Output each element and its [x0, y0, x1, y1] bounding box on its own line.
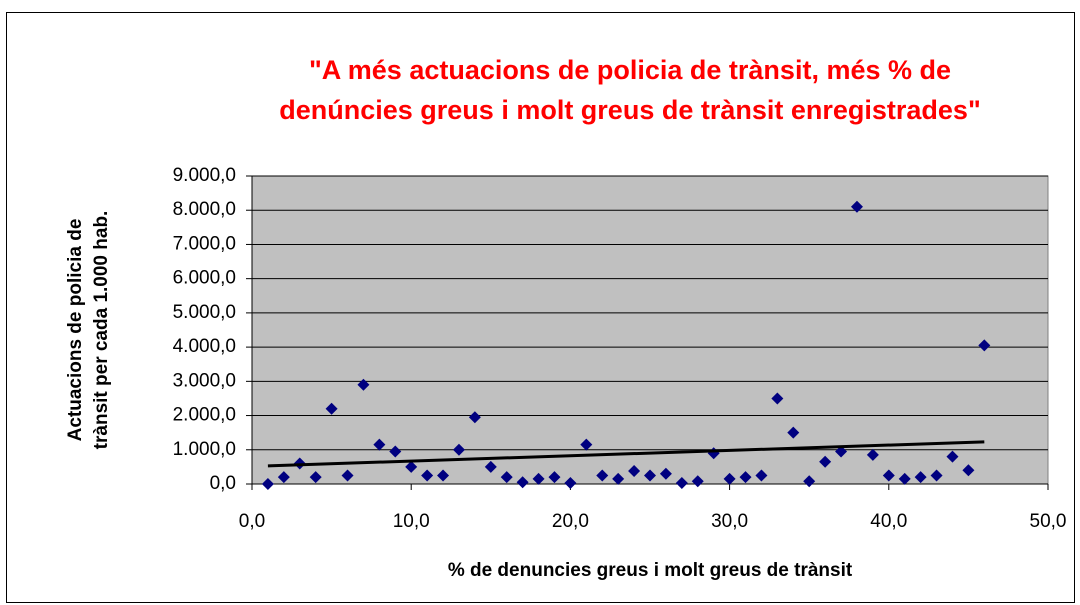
point	[898, 472, 911, 485]
chart-title: "A més actuacions de policia de trànsit,…	[309, 55, 951, 85]
point	[866, 448, 879, 461]
point	[675, 476, 688, 489]
y-tick-label: 3.000,0	[173, 370, 236, 391]
x-axis-label: % de denuncies greus i molt greus de trà…	[448, 560, 853, 581]
y-tick-label: 8.000,0	[173, 199, 236, 220]
point	[755, 469, 768, 482]
y-axis-label: Actuacions de policia de	[65, 219, 86, 442]
point	[500, 471, 513, 484]
y-axis-label: trànsit per cada 1.000 hab.	[91, 211, 112, 450]
x-tick-label: 50,0	[1030, 511, 1067, 532]
point	[723, 472, 736, 485]
point	[691, 475, 704, 488]
point	[946, 450, 959, 463]
point	[962, 464, 975, 477]
x-tick-label: 40,0	[870, 511, 907, 532]
point	[261, 478, 274, 490]
point	[452, 443, 465, 456]
point	[389, 445, 402, 458]
x-tick-label: 20,0	[552, 511, 589, 532]
point	[628, 464, 641, 477]
plot-area	[251, 175, 1049, 485]
point	[437, 469, 450, 482]
point	[644, 469, 656, 482]
x-tick-label: 30,0	[711, 511, 748, 532]
point	[819, 455, 832, 468]
x-tick-label: 10,0	[393, 511, 430, 532]
point	[803, 475, 816, 488]
point	[564, 476, 577, 489]
y-tick-label: 1.000,0	[173, 439, 236, 460]
point	[532, 472, 545, 485]
chart-title: denúncies greus i molt greus de trànsit …	[279, 95, 981, 125]
point	[309, 471, 322, 484]
y-tick-label: 7.000,0	[173, 233, 236, 254]
point	[882, 469, 895, 482]
point	[771, 392, 784, 405]
point	[930, 469, 943, 482]
point	[580, 438, 593, 451]
point	[516, 476, 529, 489]
trendline	[267, 440, 985, 468]
point	[914, 471, 927, 484]
point	[659, 467, 672, 480]
point	[373, 438, 386, 451]
point	[835, 445, 848, 458]
point	[421, 469, 434, 482]
point	[341, 469, 354, 482]
y-tick-label: 0,0	[210, 473, 236, 494]
y-tick-label: 2.000,0	[173, 405, 236, 426]
point	[787, 426, 800, 439]
point	[548, 471, 561, 484]
y-tick-label: 9.000,0	[173, 165, 236, 186]
y-tick-label: 6.000,0	[173, 268, 236, 289]
point	[739, 471, 752, 484]
y-tick-label: 4.000,0	[173, 336, 236, 357]
point	[468, 411, 481, 424]
x-tick-label: 0,0	[239, 511, 265, 532]
y-tick-label: 5.000,0	[173, 302, 236, 323]
point	[325, 402, 338, 415]
point	[484, 460, 497, 473]
point	[850, 200, 863, 213]
point	[277, 471, 290, 484]
point	[612, 472, 625, 485]
point	[405, 460, 418, 473]
point	[357, 378, 370, 391]
point	[978, 339, 991, 352]
point	[596, 469, 609, 482]
